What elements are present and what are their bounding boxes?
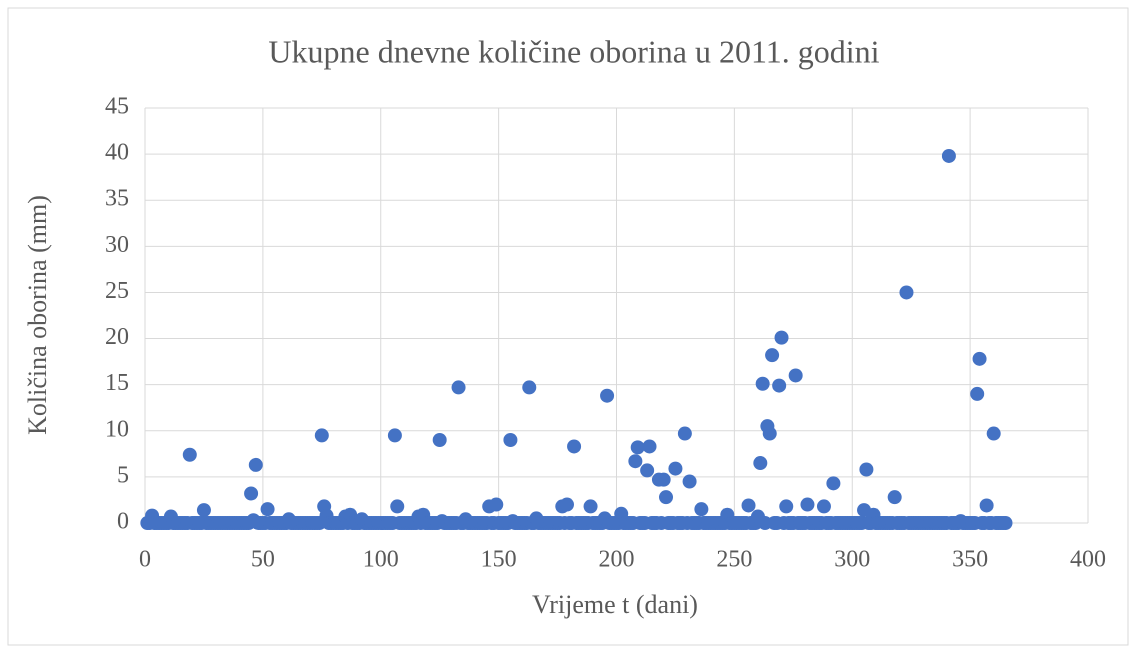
- data-point: [755, 376, 770, 391]
- data-point: [600, 388, 615, 403]
- data-point: [451, 380, 466, 395]
- y-tick-label: 30: [105, 232, 129, 258]
- data-point: [998, 516, 1013, 530]
- data-point: [772, 378, 787, 393]
- data-point: [432, 433, 447, 447]
- data-point: [816, 499, 831, 514]
- data-point: [899, 285, 914, 300]
- data-point: [677, 426, 692, 441]
- x-tick-label: 0: [139, 547, 151, 573]
- data-point: [979, 498, 994, 513]
- x-axis-label: Vrijeme t (dani): [532, 590, 698, 619]
- x-tick-label: 300: [834, 547, 870, 573]
- y-tick-label: 10: [105, 416, 129, 442]
- y-tick-label: 20: [105, 324, 129, 350]
- x-tick-label: 100: [363, 547, 399, 573]
- x-tick-label: 350: [952, 547, 988, 573]
- data-point: [859, 462, 874, 477]
- data-point: [503, 433, 518, 447]
- data-point: [314, 428, 329, 443]
- data-point: [248, 457, 263, 472]
- data-point: [630, 440, 645, 455]
- data-point: [642, 439, 657, 454]
- x-tick-label: 250: [716, 547, 752, 573]
- data-point: [972, 351, 987, 366]
- y-tick-label: 35: [105, 186, 129, 212]
- data-point: [390, 499, 405, 514]
- data-point: [659, 490, 674, 505]
- data-point: [559, 497, 574, 512]
- chart-title: Ukupne dnevne količine oborina u 2011. g…: [268, 33, 879, 69]
- y-tick-label: 5: [117, 462, 129, 488]
- data-point: [826, 476, 841, 491]
- data-point: [387, 428, 402, 443]
- data-point: [970, 386, 985, 401]
- data-point: [182, 447, 197, 462]
- data-point: [628, 454, 643, 469]
- data-point: [489, 497, 504, 512]
- data-point: [668, 461, 683, 476]
- data-point: [765, 348, 780, 363]
- y-tick-label: 45: [105, 94, 129, 120]
- data-point: [567, 439, 582, 454]
- data-point: [583, 499, 598, 514]
- data-point: [196, 503, 211, 518]
- y-tick-label: 25: [105, 278, 129, 304]
- data-point: [741, 498, 756, 513]
- data-point: [640, 463, 655, 478]
- x-tick-label: 150: [481, 547, 517, 573]
- data-point: [779, 499, 794, 514]
- data-point: [244, 486, 259, 501]
- data-point: [788, 368, 803, 383]
- data-point: [522, 380, 537, 395]
- data-point: [682, 474, 697, 489]
- y-tick-label: 40: [105, 140, 129, 166]
- data-point: [656, 472, 671, 487]
- x-tick-label: 400: [1070, 547, 1106, 573]
- data-point: [762, 426, 777, 441]
- y-tick-label: 15: [105, 370, 129, 396]
- chart-border: [7, 7, 1129, 646]
- data-point: [260, 502, 275, 517]
- data-point: [986, 426, 1001, 441]
- data-point: [753, 456, 768, 471]
- data-point: [800, 497, 815, 512]
- data-point: [941, 148, 956, 163]
- y-axis-label: Količina oborina (mm): [23, 195, 52, 435]
- x-tick-label: 50: [251, 547, 275, 573]
- y-tick-label: 0: [117, 509, 129, 535]
- data-point: [694, 502, 709, 517]
- x-tick-label: 200: [599, 547, 635, 573]
- data-point: [887, 490, 902, 505]
- data-point: [774, 330, 789, 345]
